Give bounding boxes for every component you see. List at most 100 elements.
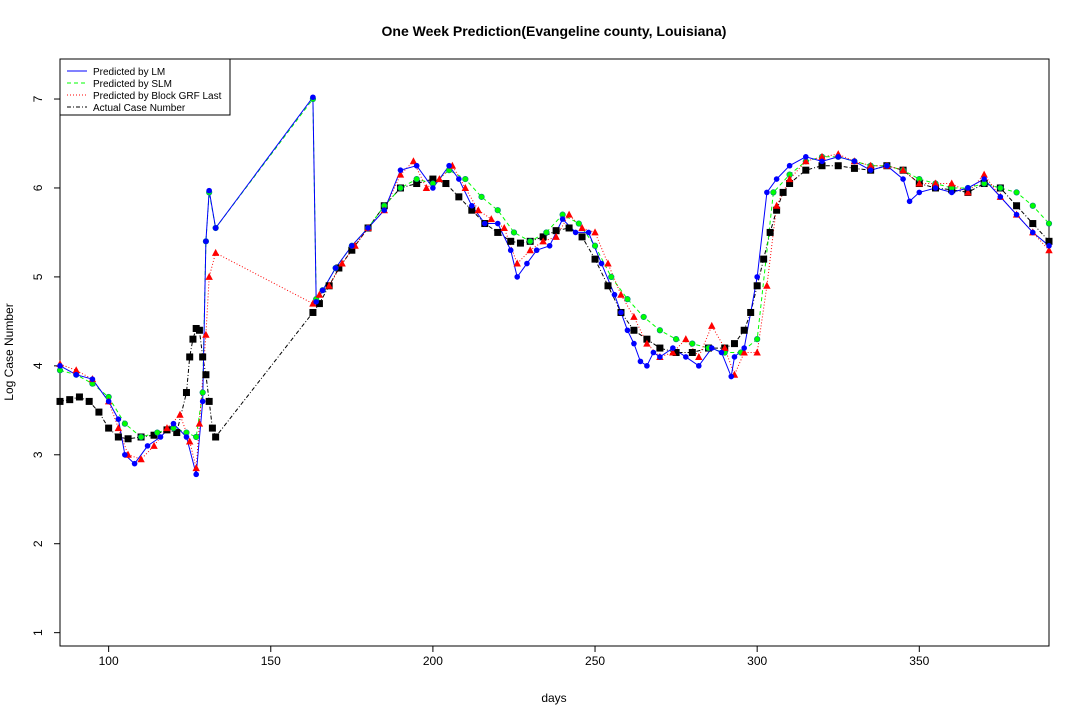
series-0-point — [997, 194, 1004, 200]
x-tick-label: 150 — [261, 654, 281, 668]
series-3-point — [552, 227, 560, 235]
series-2-point — [315, 290, 324, 298]
series-0-point — [446, 162, 452, 169]
x-tick-label: 350 — [909, 654, 929, 668]
series-0-point — [199, 398, 206, 405]
series-3-point — [565, 224, 573, 232]
series-0-point — [115, 416, 122, 423]
series-3-point — [315, 300, 323, 308]
series-3-point — [834, 162, 842, 170]
series-0-point — [981, 176, 987, 182]
series-0-point — [212, 225, 219, 231]
series-1-point — [770, 189, 777, 196]
series-0-point — [884, 162, 890, 169]
series-3-point — [604, 282, 612, 290]
y-tick-label: 5 — [31, 273, 45, 280]
series-0-point — [57, 363, 63, 369]
x-axis-label: days — [541, 691, 566, 705]
series-3-point — [56, 397, 64, 405]
series-0-point — [618, 309, 624, 316]
series-1-point — [608, 273, 615, 281]
series-0-point — [1029, 229, 1036, 236]
series-3-point — [429, 175, 437, 183]
series-line-2 — [59, 153, 1050, 469]
series-3-point — [730, 340, 738, 348]
series-0-point — [381, 207, 388, 213]
series-1-point — [121, 420, 128, 427]
series-1-point — [193, 433, 200, 441]
series-1-point — [462, 175, 469, 183]
series-1-point — [154, 429, 161, 436]
series-0-point — [413, 162, 420, 169]
series-0-point — [624, 327, 631, 334]
series-3-point — [442, 180, 450, 188]
series-0-point — [456, 176, 462, 182]
series-3-point — [348, 246, 356, 254]
series-3-point — [199, 353, 207, 361]
series-2-point — [205, 272, 213, 280]
series-0-point — [948, 189, 955, 196]
series-1-point — [997, 184, 1004, 192]
series-line-0 — [59, 95, 1050, 475]
series-3-point — [205, 397, 213, 405]
series-2-point — [721, 344, 729, 352]
y-tick-label: 3 — [31, 451, 45, 458]
series-0-point — [206, 187, 212, 194]
series-3-point — [1045, 237, 1053, 245]
series-2-point — [487, 215, 495, 223]
legend-label-slm: Predicted by SLM — [93, 79, 172, 90]
series-3-point — [66, 396, 74, 404]
series-1-point — [199, 389, 206, 396]
x-tick-label: 300 — [747, 654, 767, 668]
series-0-point — [657, 354, 663, 360]
series-0-point — [203, 238, 209, 245]
series-2-point — [931, 179, 940, 187]
series-0-point — [313, 299, 319, 305]
series-0-point — [965, 185, 971, 191]
series-3-point — [578, 233, 586, 241]
series-3-point — [1029, 220, 1037, 228]
series-2-point — [980, 170, 988, 178]
series-1-point — [397, 184, 404, 192]
series-2-point — [948, 179, 956, 187]
series-3-point — [195, 326, 203, 334]
series-3-point — [85, 397, 93, 405]
series-3-point — [747, 308, 755, 316]
series-2-point — [695, 352, 703, 360]
series-0-point — [631, 340, 637, 347]
series-2-point — [396, 170, 405, 178]
series-0-point — [932, 185, 939, 191]
series-3-point — [468, 206, 476, 214]
series-3-point — [656, 344, 664, 352]
series-2-point — [802, 157, 810, 165]
series-3-point — [413, 180, 421, 188]
series-1-point — [656, 327, 663, 334]
series-3-point — [208, 424, 216, 432]
series-0-point — [773, 176, 780, 182]
series-2-point — [211, 248, 220, 256]
series-2-point — [617, 290, 625, 298]
chart-title: One Week Prediction(Evangeline county, L… — [382, 23, 727, 39]
series-2-point — [422, 183, 431, 191]
series-3-point — [182, 389, 190, 397]
series-3-point — [516, 239, 524, 247]
series-0-point — [122, 451, 128, 458]
series-2-point — [409, 157, 418, 165]
series-0-point — [754, 274, 760, 280]
y-axis-label: Log Case Number — [2, 303, 16, 400]
series-3-point — [202, 371, 210, 379]
series-1-point — [672, 336, 680, 343]
series-1-point — [1013, 189, 1020, 196]
series-0-point — [144, 443, 151, 449]
series-2-point — [669, 348, 677, 356]
series-0-point — [803, 154, 809, 160]
series-3-point — [643, 335, 651, 343]
series-0-point — [741, 345, 747, 351]
series-1-point — [478, 193, 485, 200]
series-0-point — [365, 225, 371, 231]
series-2-point — [435, 175, 444, 183]
series-3-point — [1013, 202, 1021, 210]
series-3-point — [850, 164, 858, 172]
series-0-point — [906, 198, 913, 205]
series-3-point — [753, 282, 761, 290]
